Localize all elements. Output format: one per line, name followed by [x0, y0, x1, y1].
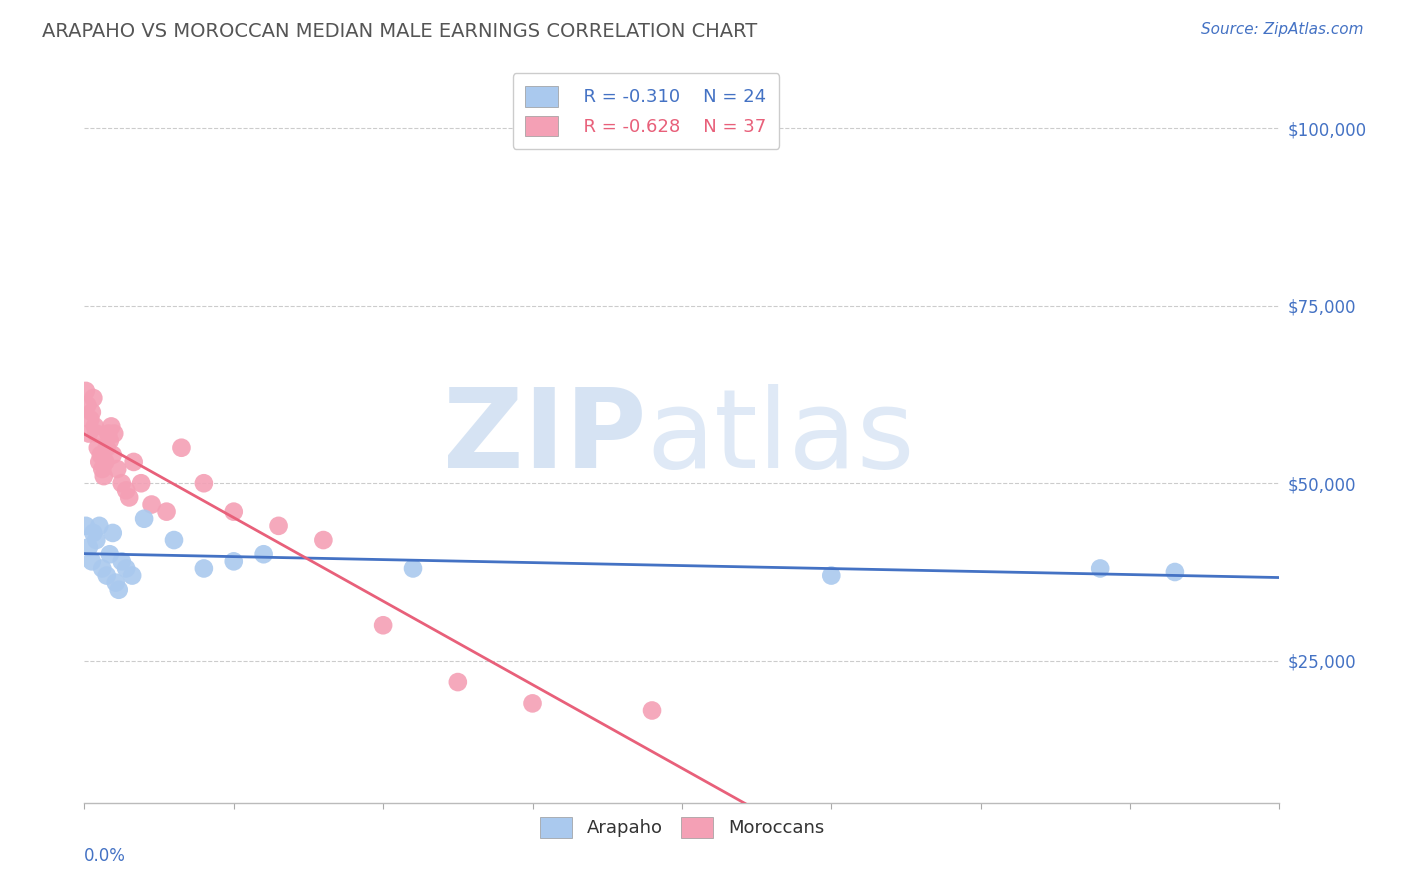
Point	[118, 491, 141, 505]
Text: atlas: atlas	[647, 384, 914, 491]
Point	[103, 426, 125, 441]
Point	[75, 384, 97, 398]
Point	[105, 462, 128, 476]
Point	[83, 419, 105, 434]
Point	[1090, 561, 1112, 575]
Point	[820, 568, 842, 582]
Point	[89, 455, 111, 469]
Point	[104, 575, 127, 590]
Point	[1164, 565, 1187, 579]
Point	[402, 561, 425, 575]
Point	[87, 441, 110, 455]
Point	[89, 519, 111, 533]
Point	[101, 448, 124, 462]
Point	[132, 512, 156, 526]
Point	[75, 519, 97, 533]
Point	[641, 704, 664, 718]
Point	[373, 618, 395, 632]
Point	[170, 441, 193, 455]
Point	[522, 697, 544, 711]
Point	[100, 419, 122, 434]
Point	[101, 525, 124, 540]
Point	[222, 554, 245, 568]
Point	[115, 483, 138, 498]
Point	[115, 561, 138, 575]
Point	[90, 448, 112, 462]
Point	[193, 561, 215, 575]
Point	[91, 462, 114, 476]
Point	[98, 434, 121, 448]
Point	[80, 405, 103, 419]
Point	[98, 547, 121, 561]
Point	[155, 505, 177, 519]
Point	[122, 455, 145, 469]
Point	[163, 533, 186, 547]
Text: ARAPAHO VS MOROCCAN MEDIAN MALE EARNINGS CORRELATION CHART: ARAPAHO VS MOROCCAN MEDIAN MALE EARNINGS…	[42, 22, 758, 41]
Point	[91, 561, 114, 575]
Point	[129, 476, 152, 491]
Point	[82, 525, 104, 540]
Point	[267, 519, 290, 533]
Legend: Arapaho, Moroccans: Arapaho, Moroccans	[533, 810, 831, 845]
Text: ZIP: ZIP	[443, 384, 647, 491]
Point	[94, 455, 117, 469]
Point	[222, 505, 245, 519]
Point	[312, 533, 335, 547]
Point	[77, 426, 100, 441]
Text: 0.0%: 0.0%	[84, 847, 127, 864]
Point	[111, 554, 134, 568]
Point	[193, 476, 215, 491]
Text: Source: ZipAtlas.com: Source: ZipAtlas.com	[1201, 22, 1364, 37]
Point	[80, 554, 103, 568]
Point	[111, 476, 134, 491]
Point	[253, 547, 276, 561]
Point	[79, 412, 101, 426]
Point	[96, 441, 118, 455]
Point	[82, 391, 104, 405]
Point	[121, 568, 143, 582]
Point	[96, 568, 118, 582]
Point	[93, 469, 115, 483]
Point	[86, 533, 108, 547]
Point	[97, 426, 120, 441]
Point	[76, 398, 98, 412]
Point	[86, 426, 108, 441]
Point	[141, 498, 163, 512]
Point	[77, 540, 100, 554]
Point	[447, 675, 470, 690]
Point	[107, 582, 129, 597]
